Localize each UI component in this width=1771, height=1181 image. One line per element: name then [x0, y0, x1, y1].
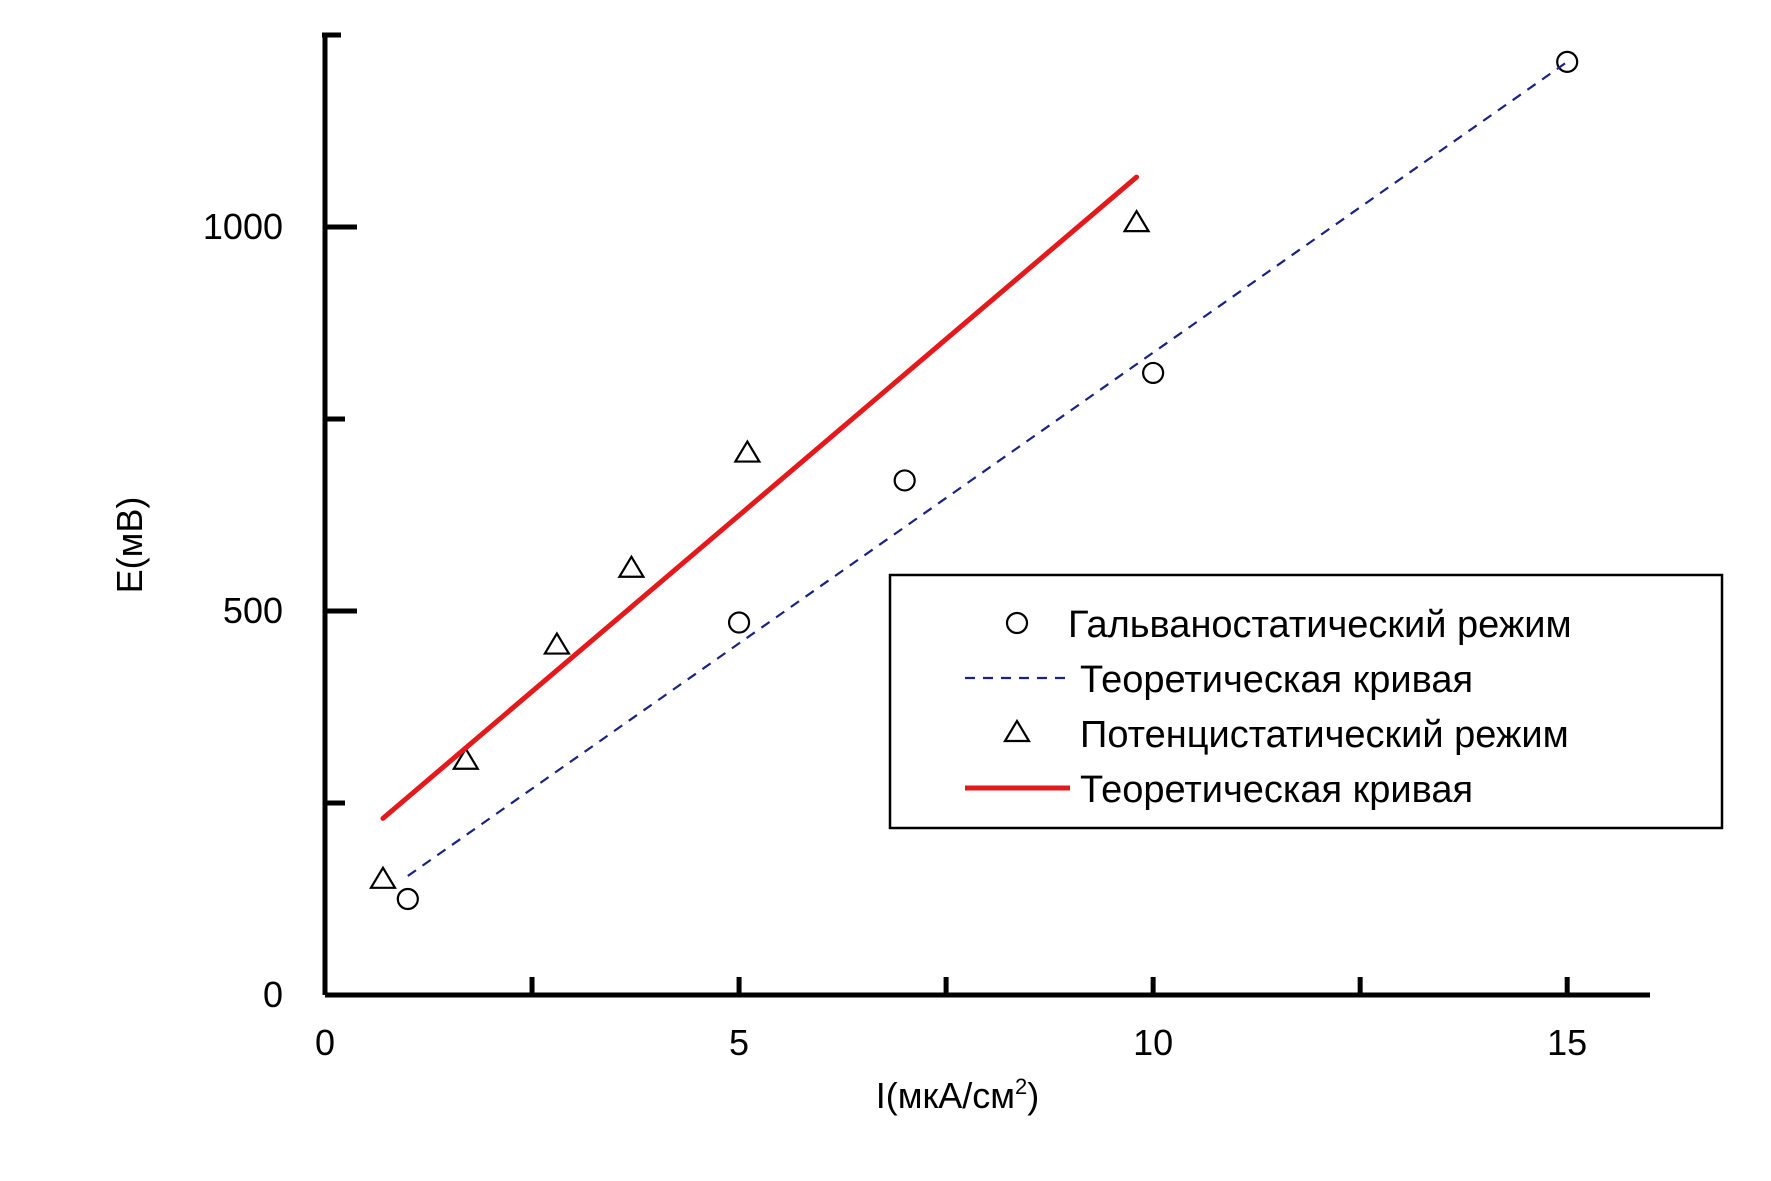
triangle-point [542, 631, 571, 655]
series-3 [369, 209, 1151, 889]
x-tick-label: 15 [1547, 1022, 1587, 1063]
series-line [380, 174, 1140, 821]
triangle-point [733, 439, 762, 463]
triangle-point [1122, 209, 1151, 233]
series-1 [396, 50, 1579, 911]
legend-label: Потенцистатический режим [1080, 714, 1569, 756]
series-line [407, 60, 1568, 877]
legend-label: Гальваностатический режим [1068, 604, 1572, 646]
x-axis-title: I(мкА/см2) [876, 1074, 1040, 1116]
x-tick-label: 10 [1133, 1022, 1173, 1063]
legend-item: Теоретическая кривая [965, 659, 1473, 701]
axes: 0 5 10 15 0 500 1000 I(мкА/см2) E(мВ) [109, 32, 1650, 1116]
triangle-point [369, 865, 397, 889]
circle-point [893, 469, 916, 492]
circle-point [1556, 50, 1579, 73]
legend-item: Потенцистатический режим [1003, 714, 1569, 756]
x-tick-label: 5 [729, 1022, 749, 1063]
x-tick-label: 0 [315, 1022, 335, 1063]
circle-legend-marker [1005, 611, 1029, 635]
y-tick-label: 500 [223, 590, 283, 631]
circle-point [396, 887, 419, 911]
legend-label: Теоретическая кривая [1080, 659, 1473, 701]
legend-item: Теоретическая кривая [965, 769, 1473, 811]
series-2 [407, 60, 1568, 877]
circle-point [1142, 361, 1165, 385]
legend: Гальваностатический режим Теоретическая к… [888, 573, 1724, 830]
legend-label: Теоретическая кривая [1080, 769, 1473, 811]
legend-item: Гальваностатический режим [1005, 604, 1572, 646]
y-tick-label: 0 [263, 974, 283, 1015]
y-tick-label: 1000 [203, 206, 283, 247]
series-4 [380, 174, 1140, 821]
triangle-point [617, 554, 646, 578]
triangle-point [451, 746, 480, 770]
circle-point [727, 611, 751, 634]
triangle-legend-marker [1003, 718, 1031, 743]
plot-area [369, 50, 1579, 911]
y-axis-title: E(мВ) [109, 497, 150, 594]
